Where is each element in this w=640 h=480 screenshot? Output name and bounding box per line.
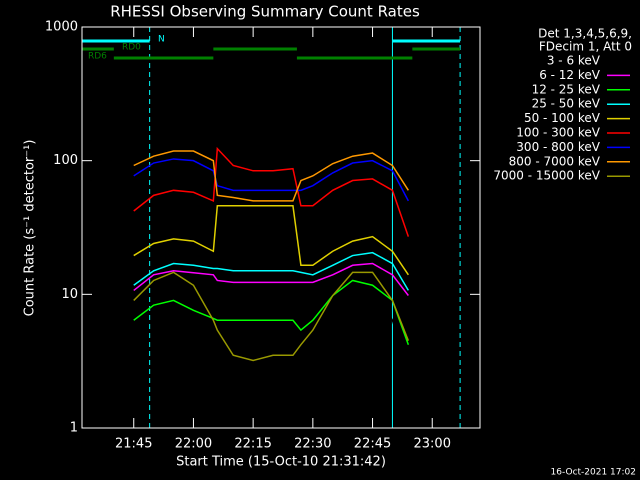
legend-label: 50 - 100 keV xyxy=(524,111,601,125)
state-label: N xyxy=(158,35,165,45)
legend-label: 12 - 25 keV xyxy=(532,82,601,96)
legend-label: 25 - 50 keV xyxy=(532,97,601,111)
x-tick-label: 21:45 xyxy=(115,437,152,452)
y-tick-label: 10 xyxy=(61,287,78,302)
series-line xyxy=(133,150,409,202)
legend-label: 100 - 300 keV xyxy=(516,126,600,140)
series-line xyxy=(133,158,410,202)
state-label: RD6 xyxy=(88,52,107,62)
legend-label: 6 - 12 keV xyxy=(539,68,601,82)
y-tick-label: 100 xyxy=(53,153,78,168)
x-tick-label: 22:30 xyxy=(294,437,331,452)
plot-frame xyxy=(81,26,481,429)
plot-lines xyxy=(133,146,410,402)
chart-title: RHESSI Observing Summary Count Rates xyxy=(110,3,420,21)
x-tick-label: 22:45 xyxy=(354,437,391,452)
x-tick-label: 23:00 xyxy=(414,437,451,452)
series-line xyxy=(133,279,410,345)
series-line xyxy=(133,204,409,276)
series-line xyxy=(133,273,410,402)
legend-label: 300 - 800 keV xyxy=(516,140,600,154)
legend-label: 3 - 6 keV xyxy=(547,54,601,68)
y-tick-label: 1 xyxy=(70,421,78,436)
series-line xyxy=(133,146,410,237)
timestamp: 16-Oct-2021 17:02 xyxy=(551,468,636,478)
y-tick-label: 1000 xyxy=(45,20,78,35)
series-line xyxy=(133,262,409,296)
series-line xyxy=(133,251,410,291)
x-axis-label: Start Time (15-Oct-10 21:31:42) xyxy=(176,455,386,470)
series-line xyxy=(133,271,410,362)
legend-header: Det 1,3,4,5,6,9, xyxy=(538,27,632,41)
legend-header: FDecim 1, Att 0 xyxy=(539,40,632,54)
state-label: RD0 xyxy=(122,43,141,53)
y-axis-label: Count Rate (s⁻¹ detector⁻¹) xyxy=(23,140,38,317)
x-tick-label: 22:15 xyxy=(234,437,271,452)
legend-label: 7000 - 15000 keV xyxy=(493,169,600,183)
x-tick-label: 22:00 xyxy=(175,437,212,452)
legend-label: 800 - 7000 keV xyxy=(509,154,601,168)
